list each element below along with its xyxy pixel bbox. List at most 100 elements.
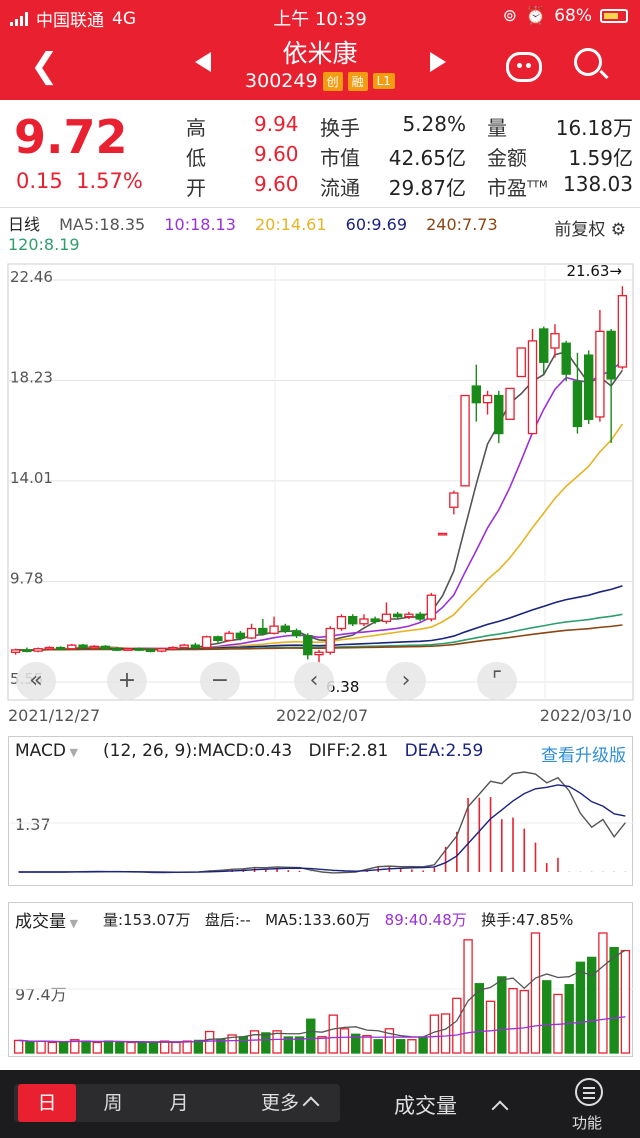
candle-body: [561, 342, 571, 375]
prev-stock-icon[interactable]: [195, 52, 211, 72]
scroll-right-icon[interactable]: ›: [386, 662, 426, 700]
volume-bar: [227, 1034, 237, 1054]
macd-upgrade-link[interactable]: 查看升级版: [541, 746, 626, 766]
ma120-value: 120:8.19: [8, 235, 80, 254]
quote-high: 高 9.94: [186, 112, 299, 140]
volume-bar: [485, 1000, 496, 1054]
macd-panel: MACD ▼ (12, 26, 9):MACD:0.43 DIFF:2.81 D…: [8, 736, 634, 886]
max-price-label: 21.63→: [566, 262, 622, 280]
zoom-out-icon[interactable]: −: [200, 662, 240, 700]
volume-bar: [542, 980, 552, 1054]
volume-bar: [530, 932, 541, 1054]
y-axis-label: 22.46: [10, 268, 53, 286]
candle-body: [190, 644, 201, 649]
volume-bar: [328, 1014, 338, 1054]
candle-body: [269, 625, 279, 634]
scroll-left-icon[interactable]: ‹: [294, 662, 334, 700]
candle-body: [145, 649, 156, 653]
macd-select[interactable]: MACD ▼: [15, 741, 78, 761]
candle-body: [415, 613, 425, 620]
candle-body: [359, 618, 369, 625]
quote-low: 低 9.60: [186, 142, 299, 170]
chevron-up-icon: [302, 1096, 320, 1114]
gear-icon: ⚙: [610, 220, 626, 240]
macd-dea-line: [18, 784, 626, 873]
y-axis-label: 9.78: [10, 569, 43, 587]
candle-body: [325, 627, 335, 653]
volume-bar: [159, 1040, 170, 1054]
volume-bar: [497, 976, 507, 1054]
candle-body: [89, 645, 99, 649]
robot-assistant-icon[interactable]: [506, 52, 542, 82]
volume-bar: [103, 1040, 114, 1054]
candle-body: [201, 636, 212, 649]
badge-rong: 融: [347, 71, 368, 91]
candle-body: [404, 613, 414, 618]
volume-bar: [306, 1018, 316, 1054]
period-label: 日线: [8, 215, 41, 234]
candle-body: [213, 636, 223, 642]
volume-bar: [204, 1030, 215, 1054]
tab-week[interactable]: 周: [103, 1092, 123, 1114]
candle-body: [134, 648, 144, 651]
ma20-value: 20:14.61: [254, 215, 327, 234]
quote-amount: 金额 1.59亿: [487, 146, 633, 170]
tab-more[interactable]: 更多: [244, 1084, 334, 1122]
volume-bar: [429, 1014, 440, 1054]
candle-body: [482, 394, 493, 404]
tab-day[interactable]: 日: [18, 1084, 76, 1122]
candle-body: [381, 613, 392, 623]
ma20-line: [15, 423, 624, 652]
indicator-select[interactable]: 成交量: [394, 1090, 509, 1120]
chart-controls: « + − ‹ › ⌜: [0, 662, 640, 702]
macd-chart: [9, 771, 634, 874]
volume-bar: [620, 949, 631, 1054]
adjust-toggle[interactable]: 前复权 ⚙: [554, 220, 626, 240]
zoom-in-icon[interactable]: +: [107, 662, 147, 700]
volume-bar: [148, 1041, 159, 1054]
volume-bar: [47, 1041, 58, 1054]
quote-float-cap: 流通 29.87亿: [320, 176, 466, 200]
volume-bar: [373, 1039, 383, 1054]
candle-body: [291, 630, 302, 637]
search-icon[interactable]: [574, 48, 602, 76]
volume-bar: [407, 1039, 417, 1054]
menu-icon[interactable]: [575, 1078, 603, 1106]
volume-bar: [609, 946, 619, 1054]
candle-body: [392, 613, 403, 618]
candle-body: [460, 394, 470, 487]
next-stock-icon[interactable]: [430, 52, 446, 72]
volume-bar: [598, 932, 608, 1054]
volume-bar: [137, 1041, 147, 1054]
battery-percent: 68%: [554, 6, 592, 26]
quote-panel: 9.72 0.15 1.57% 高 9.94 低 9.60 开 9.60 换手 …: [0, 100, 640, 208]
candle-body: [437, 532, 448, 536]
volume-bar: [193, 1039, 204, 1054]
candle-body: [44, 646, 55, 650]
candle-body: [100, 645, 111, 650]
candle-body: [303, 634, 313, 656]
volume-bar: [283, 1036, 293, 1054]
candle-body: [33, 648, 43, 652]
function-label: 功能: [572, 1114, 603, 1132]
macd-values: (12, 26, 9):MACD:0.43 DIFF:2.81 DEA:2.59: [103, 741, 484, 761]
rewind-icon[interactable]: «: [16, 662, 56, 700]
candle-body: [595, 330, 605, 418]
volume-chart: [9, 932, 634, 1054]
tab-month[interactable]: 月: [169, 1092, 189, 1114]
date-label-mid: 2022/02/07: [276, 706, 369, 725]
lock-rotation-icon: ⊚: [502, 6, 518, 26]
volume-bar: [418, 1036, 428, 1054]
volume-ma89-line: [18, 1016, 626, 1043]
volume-select[interactable]: 成交量 ▼: [15, 912, 78, 932]
fullscreen-icon[interactable]: ⌜: [477, 662, 517, 700]
volume-bar: [564, 984, 574, 1054]
volume-bar: [25, 1041, 35, 1054]
alarm-icon: ⏰: [525, 6, 547, 26]
volume-bar: [182, 1040, 192, 1054]
volume-bar: [171, 1041, 181, 1054]
back-icon[interactable]: ❮: [30, 46, 59, 86]
candle-body: [617, 295, 628, 368]
carrier: 中国联通: [36, 11, 104, 31]
